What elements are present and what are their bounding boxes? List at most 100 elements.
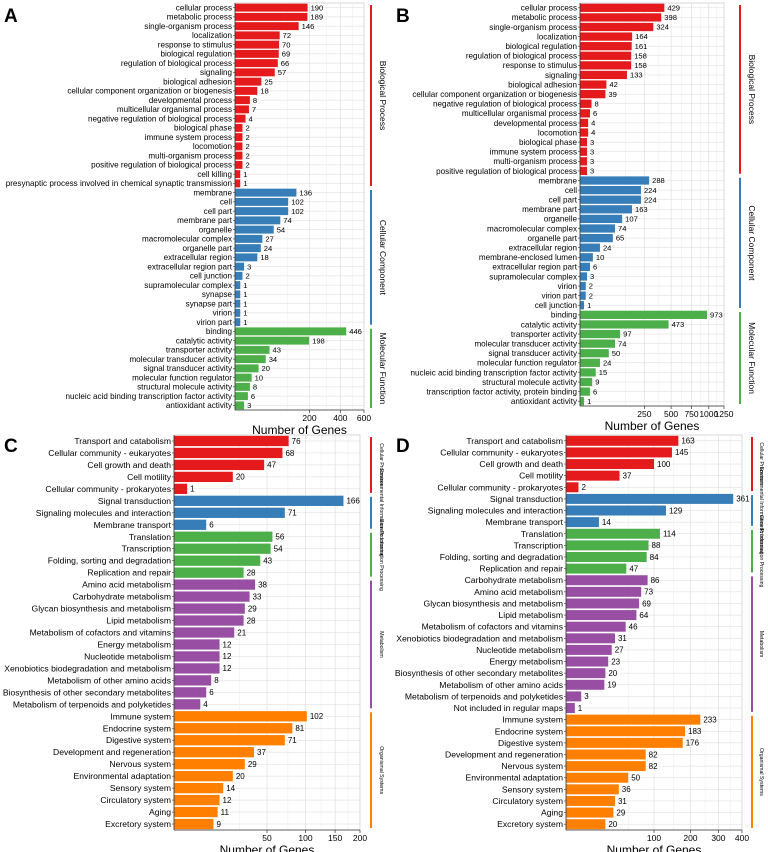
category-label: signal transducer activity: [143, 364, 233, 373]
group-label: Genetic Information Processing: [378, 519, 384, 591]
bar-nucleotide-metabolism: [174, 651, 220, 662]
bar-single-organism-process: [580, 22, 654, 32]
value-label: 21: [237, 628, 246, 637]
bar-nucleic-acid-binding-transcription-factor-activity: [580, 368, 596, 377]
value-label: 46: [629, 622, 638, 631]
value-label: 36: [622, 785, 631, 794]
bar-cellular-component-organization-or-biogenesis: [580, 90, 606, 99]
group-label: Metabolism: [378, 631, 384, 658]
value-label: 76: [292, 437, 301, 446]
bar-cell-junction: [235, 271, 243, 280]
category-label: locomotion: [538, 128, 577, 137]
bar-nervous-system: [566, 761, 646, 772]
value-label: 28: [247, 568, 256, 577]
panel-letter: B: [396, 6, 410, 27]
bar-synapse-part: [235, 299, 241, 308]
panel-letter: A: [4, 6, 18, 27]
bar-extracellular-region-part: [580, 262, 590, 271]
category-label: Metabolism of other amino acids: [439, 680, 563, 690]
value-label: 54: [277, 225, 285, 234]
value-label: 74: [618, 339, 626, 348]
value-label: 163: [635, 205, 648, 214]
value-label: 102: [310, 712, 324, 721]
category-label: immune system process: [490, 148, 577, 157]
bar-xenobiotics-biodegradation-and-metabolism: [174, 663, 220, 674]
value-label: 100: [657, 460, 671, 469]
value-label: 2: [245, 124, 249, 133]
value-label: 24: [264, 244, 272, 253]
value-label: 1: [190, 485, 195, 494]
x-tick-label: 200: [302, 413, 316, 423]
category-label: Replication and repair: [87, 568, 171, 578]
value-label: 6: [251, 392, 255, 401]
bar-membrane-transport: [566, 517, 599, 528]
category-label: Cell motility: [519, 471, 564, 481]
value-label: 4: [203, 700, 208, 709]
value-label: 2: [245, 142, 249, 151]
bar-signaling: [580, 70, 627, 80]
x-tick-label: 600: [357, 413, 371, 423]
category-label: structural molecule activity: [482, 378, 578, 387]
category-label: Xenobiotics biodegradation and metabolis…: [396, 633, 563, 643]
bar-metabolism-of-terpenoids-and-polyketides: [566, 691, 582, 702]
value-label: 361: [736, 495, 750, 504]
group-label: Environmental Information Processing: [378, 469, 384, 557]
bar-molecular-transducer-activity: [580, 339, 616, 348]
category-label: cellular component organization or bioge…: [412, 90, 577, 99]
value-label: 233: [703, 715, 717, 724]
value-label: 2: [581, 483, 586, 492]
bar-lipid-metabolism: [566, 610, 637, 621]
bar-cellular-community-eukaryotes: [566, 447, 672, 458]
bar-transcription-factor-activity-protein-binding: [580, 387, 590, 396]
value-label: 54: [274, 545, 283, 554]
category-label: Signal transduction: [490, 494, 563, 504]
value-label: 82: [649, 762, 658, 771]
bar-supramolecular-complex: [235, 281, 241, 290]
bar-sensory-system: [174, 782, 224, 794]
value-label: 34: [269, 355, 277, 364]
bar-biological-adhesion: [235, 77, 262, 86]
bar-amino-acid-metabolism: [566, 586, 642, 597]
bar-signal-transducer-activity: [580, 349, 609, 358]
value-label: 158: [634, 51, 647, 60]
category-label: membrane part: [177, 216, 233, 225]
category-label: biological adhesion: [163, 77, 232, 86]
x-tick-label: 250: [637, 409, 651, 419]
category-label: Excretory system: [105, 819, 171, 829]
value-label: 6: [209, 521, 214, 530]
category-label: biological phase: [519, 138, 578, 147]
value-label: 288: [652, 176, 665, 185]
bar-signal-transduction: [566, 493, 734, 504]
category-label: Cellular community - eukaryotes: [440, 447, 563, 457]
category-label: Nervous system: [109, 759, 171, 769]
value-label: 8: [253, 383, 257, 392]
value-label: 20: [262, 364, 270, 373]
x-tick-label: 750: [684, 409, 698, 419]
value-label: 29: [248, 604, 257, 613]
category-label: negative regulation of biological proces…: [433, 100, 577, 109]
value-label: 4: [591, 119, 595, 128]
value-label: 166: [346, 497, 360, 506]
value-label: 1: [578, 704, 583, 713]
panel-letter: D: [396, 436, 410, 457]
category-label: Translation: [521, 529, 563, 539]
category-label: Endocrine system: [103, 723, 171, 733]
category-label: multicellular organismal process: [462, 109, 577, 118]
bar-carbohydrate-metabolism: [566, 575, 648, 586]
bar-localization: [580, 32, 633, 41]
value-label: 15: [599, 368, 607, 377]
value-label: 27: [615, 646, 624, 655]
value-label: 6: [209, 688, 214, 697]
category-label: localization: [192, 31, 232, 40]
bar-extracellular-region: [235, 253, 258, 262]
category-label: Development and regeneration: [445, 749, 563, 759]
category-label: Glycan biosynthesis and metabolism: [424, 598, 563, 608]
value-label: 183: [688, 727, 702, 736]
value-label: 29: [248, 760, 257, 769]
category-label: cell: [220, 198, 232, 207]
value-label: 973: [710, 311, 723, 320]
bar-positive-regulation-of-biological-process: [235, 160, 243, 169]
category-label: Amino acid metabolism: [474, 587, 563, 597]
plot-area: [579, 2, 725, 407]
